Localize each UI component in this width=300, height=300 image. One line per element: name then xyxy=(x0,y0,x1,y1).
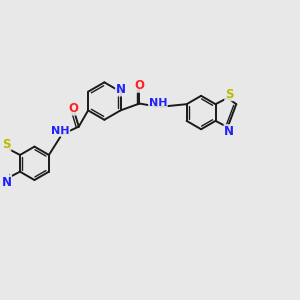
Text: S: S xyxy=(2,138,11,152)
Text: NH: NH xyxy=(149,98,167,108)
Text: N: N xyxy=(224,125,234,138)
Text: N: N xyxy=(116,83,125,96)
Text: O: O xyxy=(134,79,145,92)
Text: S: S xyxy=(225,88,233,100)
Text: NH: NH xyxy=(51,126,70,136)
Text: N: N xyxy=(2,176,11,188)
Text: O: O xyxy=(68,102,78,115)
